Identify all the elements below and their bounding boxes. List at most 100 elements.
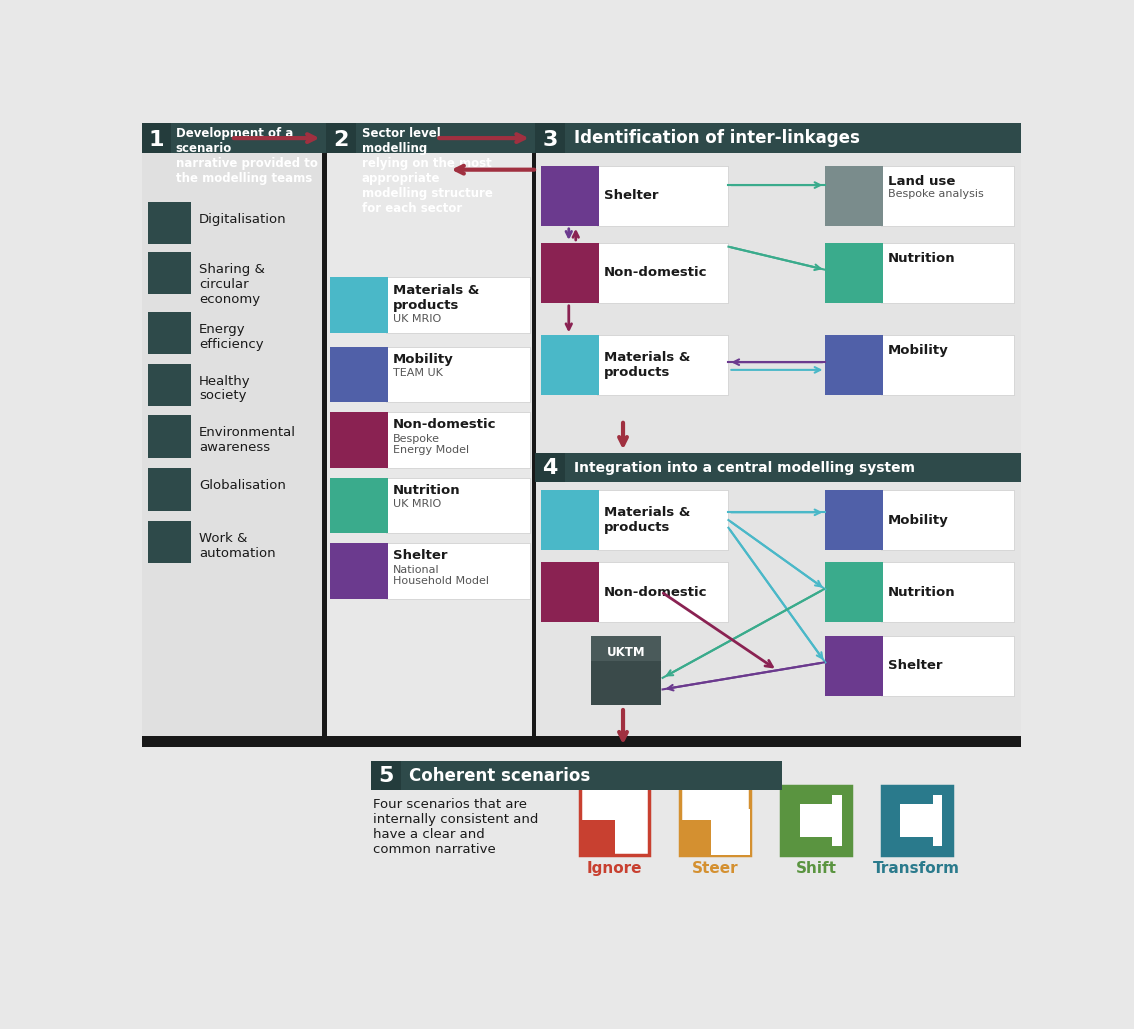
Text: Work &
automation: Work & automation xyxy=(200,532,276,560)
Bar xyxy=(386,477,530,533)
Bar xyxy=(882,786,951,855)
Bar xyxy=(881,243,1015,303)
Bar xyxy=(327,123,535,152)
Text: Integration into a central modelling system: Integration into a central modelling sys… xyxy=(574,461,915,474)
Bar xyxy=(579,820,615,855)
Bar xyxy=(386,413,530,467)
Bar xyxy=(147,252,191,294)
Bar xyxy=(386,413,388,467)
Text: Sector level
modelling
relying on the most
appropriate
modelling structure
for e: Sector level modelling relying on the mo… xyxy=(362,127,493,215)
Text: Mobility: Mobility xyxy=(888,345,949,357)
Bar xyxy=(330,413,386,467)
Text: Globalisation: Globalisation xyxy=(200,480,286,492)
Bar xyxy=(900,804,933,837)
Text: Digitalisation: Digitalisation xyxy=(200,213,287,225)
Bar xyxy=(881,335,1015,395)
Bar xyxy=(781,786,850,855)
Bar xyxy=(147,202,191,244)
Text: Transform: Transform xyxy=(873,861,960,876)
Bar xyxy=(596,563,599,623)
Text: TEAM UK: TEAM UK xyxy=(392,368,442,379)
Bar xyxy=(142,123,327,152)
Bar xyxy=(799,804,832,837)
Text: Materials &
products: Materials & products xyxy=(603,506,689,534)
Bar xyxy=(703,809,750,855)
Bar xyxy=(881,563,883,623)
Bar xyxy=(147,416,191,458)
Text: 3: 3 xyxy=(542,131,558,150)
Text: Energy
efficiency: Energy efficiency xyxy=(200,323,264,351)
Bar xyxy=(535,123,565,152)
Text: Bespoke
Energy Model: Bespoke Energy Model xyxy=(392,434,469,456)
Bar xyxy=(330,543,386,599)
Bar xyxy=(330,347,386,402)
Bar xyxy=(142,152,327,737)
Bar xyxy=(371,761,782,790)
Text: Non-domestic: Non-domestic xyxy=(603,267,708,279)
Bar xyxy=(826,243,881,303)
Bar xyxy=(680,820,711,855)
Bar xyxy=(596,166,728,226)
Bar xyxy=(541,335,596,395)
Text: Sharing &
circular
economy: Sharing & circular economy xyxy=(200,262,265,306)
Bar xyxy=(596,490,728,551)
Text: Shelter: Shelter xyxy=(888,659,942,672)
Bar xyxy=(826,166,881,226)
Text: Shift: Shift xyxy=(795,861,837,876)
Text: 5: 5 xyxy=(378,766,393,786)
Text: UKTM: UKTM xyxy=(607,645,645,659)
Bar xyxy=(596,243,599,303)
Bar xyxy=(891,795,933,846)
Bar xyxy=(535,453,565,483)
Text: Healthy
society: Healthy society xyxy=(200,375,251,402)
Text: Nutrition: Nutrition xyxy=(888,586,956,599)
Bar xyxy=(596,335,599,395)
Bar xyxy=(826,563,881,623)
Bar xyxy=(330,278,386,333)
Text: 2: 2 xyxy=(333,131,348,150)
Bar xyxy=(596,243,728,303)
Text: UK MRIO: UK MRIO xyxy=(392,499,441,509)
Bar xyxy=(386,543,530,599)
Bar xyxy=(142,123,171,152)
Bar xyxy=(881,490,1015,551)
Bar xyxy=(781,786,850,855)
Bar xyxy=(386,347,530,402)
Bar xyxy=(541,166,596,226)
Text: Non-domestic: Non-domestic xyxy=(392,419,497,431)
Text: Nutrition: Nutrition xyxy=(392,484,460,497)
Text: Materials &
products: Materials & products xyxy=(603,351,689,380)
Bar xyxy=(386,278,530,333)
Bar xyxy=(881,243,883,303)
Bar xyxy=(881,636,883,696)
Bar xyxy=(327,152,535,737)
Text: Identification of inter-linkages: Identification of inter-linkages xyxy=(574,129,860,147)
Text: Bespoke analysis: Bespoke analysis xyxy=(888,189,984,199)
Text: UK MRIO: UK MRIO xyxy=(392,315,441,324)
Bar xyxy=(147,312,191,354)
Text: Non-domestic: Non-domestic xyxy=(603,586,708,599)
Bar xyxy=(790,795,841,846)
Bar xyxy=(535,453,1021,483)
Bar xyxy=(327,123,356,152)
Bar xyxy=(591,661,661,705)
Text: Development of a
scenario
narrative provided to
the modelling teams: Development of a scenario narrative prov… xyxy=(176,127,318,184)
Bar xyxy=(322,123,327,746)
Text: National
Household Model: National Household Model xyxy=(392,565,489,587)
Text: Environmental
awareness: Environmental awareness xyxy=(200,426,296,454)
Bar xyxy=(596,490,599,551)
Bar xyxy=(881,563,1015,623)
Bar xyxy=(541,243,596,303)
Bar xyxy=(881,490,883,551)
Bar xyxy=(881,166,883,226)
Bar xyxy=(371,761,400,790)
Bar xyxy=(386,347,388,402)
Bar xyxy=(541,563,596,623)
Bar xyxy=(579,786,650,855)
Text: Shelter: Shelter xyxy=(392,549,447,562)
Bar xyxy=(881,636,1015,696)
Bar xyxy=(826,636,881,696)
Text: Mobility: Mobility xyxy=(888,513,949,527)
Bar xyxy=(147,521,191,563)
Bar xyxy=(680,820,750,855)
